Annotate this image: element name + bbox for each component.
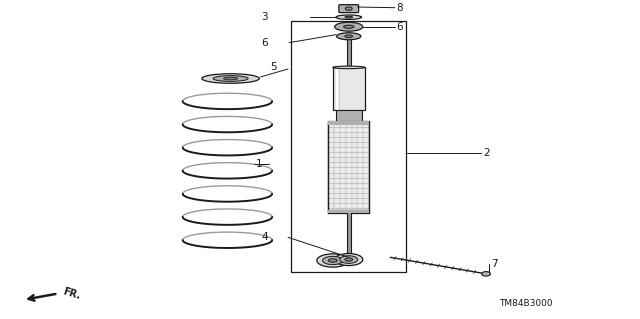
Ellipse shape <box>344 25 354 28</box>
Ellipse shape <box>340 256 358 263</box>
Bar <box>328 210 369 213</box>
Text: 3: 3 <box>261 12 268 22</box>
Text: TM84B3000: TM84B3000 <box>499 299 552 308</box>
Circle shape <box>345 7 352 11</box>
Ellipse shape <box>202 74 259 83</box>
Bar <box>336 110 362 122</box>
Ellipse shape <box>345 258 353 261</box>
Bar <box>291 21 406 272</box>
Text: 8: 8 <box>397 3 403 13</box>
Ellipse shape <box>336 15 362 19</box>
Ellipse shape <box>337 33 361 40</box>
Ellipse shape <box>335 254 363 266</box>
Ellipse shape <box>335 22 363 31</box>
Bar <box>333 67 365 110</box>
Bar <box>347 40 351 67</box>
FancyBboxPatch shape <box>339 5 358 13</box>
Ellipse shape <box>317 254 349 267</box>
Bar <box>328 122 369 125</box>
Text: 1: 1 <box>256 159 263 169</box>
Bar <box>328 122 369 213</box>
Ellipse shape <box>213 76 248 81</box>
Text: 5: 5 <box>270 63 277 72</box>
Bar <box>347 213 351 253</box>
Ellipse shape <box>223 77 237 80</box>
Ellipse shape <box>345 16 353 18</box>
Ellipse shape <box>323 256 343 265</box>
Text: 7: 7 <box>491 259 498 269</box>
Ellipse shape <box>345 35 353 38</box>
Text: 4: 4 <box>261 232 268 242</box>
Text: 6: 6 <box>397 22 403 32</box>
Circle shape <box>481 271 490 276</box>
Ellipse shape <box>328 259 337 262</box>
Text: 6: 6 <box>261 38 268 48</box>
Text: FR.: FR. <box>62 287 82 301</box>
Text: 2: 2 <box>483 148 490 158</box>
Ellipse shape <box>333 66 365 69</box>
